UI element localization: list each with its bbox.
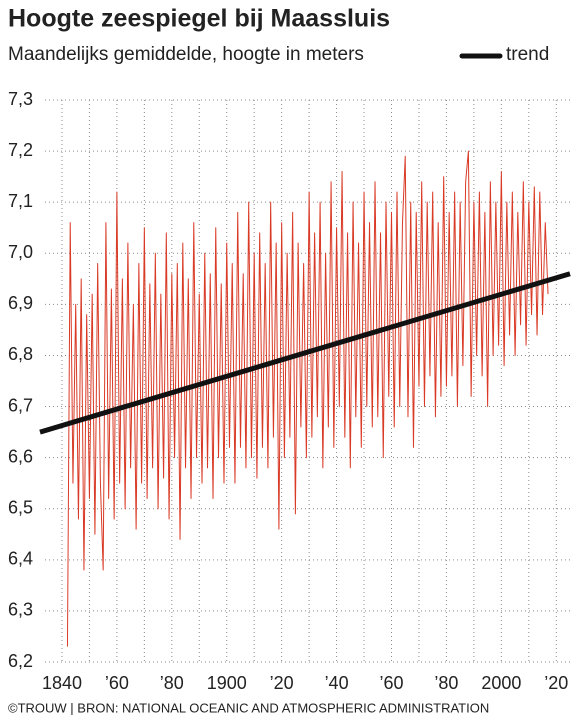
y-tick-label: 6,2 [8, 651, 33, 671]
y-tick-label: 7,3 [8, 89, 33, 109]
y-tick-label: 7,1 [8, 191, 33, 211]
y-tick-label: 6,3 [8, 600, 33, 620]
y-tick-label: 6,4 [8, 549, 33, 569]
y-tick-label: 6,6 [8, 446, 33, 466]
x-tick-label: ’20 [544, 673, 568, 693]
line-series [66, 150, 549, 647]
y-tick-label: 6,8 [8, 344, 33, 364]
y-tick-label: 7,0 [8, 242, 33, 262]
y-tick-label: 6,7 [8, 395, 33, 415]
x-tick-label: 1840 [42, 673, 82, 693]
chart-subtitle: Maandelijks gemiddelde, hoogte in meters [8, 44, 364, 65]
x-tick-label: ’40 [325, 673, 349, 693]
x-tick-label: ’60 [379, 673, 403, 693]
x-tick-label: 2000 [481, 673, 521, 693]
x-tick-label: ’80 [434, 673, 458, 693]
x-tick-label: 1900 [207, 673, 247, 693]
chart-title: Hoogte zeespiegel bij Maassluis [8, 5, 390, 33]
y-tick-label: 6,9 [8, 293, 33, 313]
source: ©TROUW | BRON: NATIONAL OCEANIC AND ATMO… [8, 700, 489, 715]
x-tick-label: ’60 [105, 673, 129, 693]
line-series [39, 271, 571, 435]
y-tick-label: 7,2 [8, 140, 33, 160]
legend-label: trend [506, 44, 549, 65]
x-tick-label: ’80 [160, 673, 184, 693]
x-tick-label: ’20 [270, 673, 294, 693]
y-tick-label: 6,5 [8, 497, 33, 517]
